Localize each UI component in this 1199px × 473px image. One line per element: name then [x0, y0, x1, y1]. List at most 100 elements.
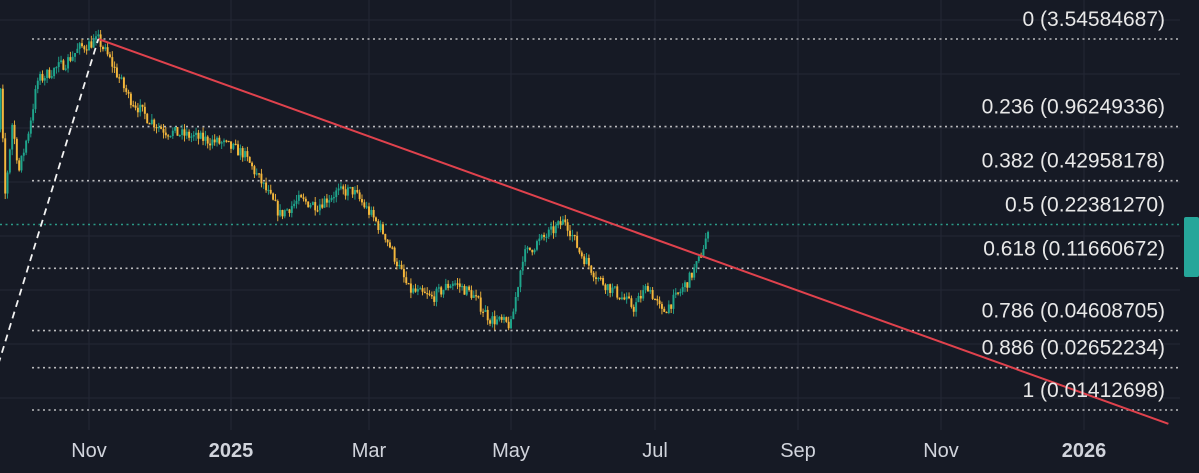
fib-anchor-dashed-line: [0, 38, 100, 362]
candle-body-down: [552, 226, 555, 234]
candle-body-down: [592, 272, 595, 278]
candle-body-down: [41, 73, 44, 81]
candle-body-down: [426, 293, 429, 295]
x-axis-tick-label: 2026: [1062, 440, 1107, 462]
candle-body-down: [69, 57, 72, 61]
candle-body-up: [611, 287, 614, 293]
candle-body-down: [505, 317, 508, 322]
candle-body-down: [456, 283, 459, 285]
candle-body-down: [274, 199, 277, 201]
candle-body-down: [409, 283, 412, 293]
candle-body-up: [311, 202, 314, 205]
candle-body-down: [272, 193, 275, 200]
fib-level-label: 0 (3.54584687): [1023, 8, 1165, 31]
candle-body-down: [569, 230, 571, 237]
candle-body-up: [92, 39, 95, 48]
candle-body-up: [337, 188, 340, 191]
candle-body-up: [290, 206, 293, 213]
candle-body-up: [353, 189, 356, 195]
candle-body-down: [361, 199, 363, 203]
candle-body-up: [185, 131, 188, 136]
candle-body-up: [178, 134, 181, 137]
candle-body-down: [213, 139, 216, 143]
candle-body-up: [642, 290, 645, 299]
candle-body-down: [227, 140, 230, 143]
candle-body-down: [388, 242, 391, 248]
candle-body-up: [0, 88, 2, 130]
candle-body-down: [531, 249, 534, 253]
candle-body-up: [328, 200, 331, 203]
candle-body-up: [97, 34, 100, 37]
candle-body-down: [623, 297, 626, 300]
candle-body-up: [55, 67, 58, 69]
candle-body-up: [444, 283, 447, 290]
candle-body-down: [225, 140, 228, 142]
candle-body-down: [391, 247, 394, 249]
candle-body-down: [576, 235, 579, 248]
candle-body-up: [181, 129, 184, 135]
candle-body-down: [447, 283, 450, 288]
candle-body-up: [339, 186, 342, 189]
candle-body-down: [564, 219, 567, 223]
candle-body-down: [599, 277, 602, 280]
candle-body-down: [265, 182, 268, 191]
candle-body-up: [620, 297, 623, 300]
candle-body-down: [583, 256, 586, 265]
candle-body-down: [486, 309, 489, 321]
candle-body-up: [442, 289, 445, 295]
candle-body-up: [27, 133, 30, 141]
candle-body-down: [218, 137, 221, 144]
candle-body-up: [540, 234, 543, 239]
candle-body-down: [528, 247, 531, 250]
candle-body-down: [304, 198, 307, 202]
candle-body-up: [286, 209, 289, 211]
candle-body-down: [351, 187, 354, 195]
candle-body-down: [463, 286, 466, 295]
candle-body-up: [346, 187, 349, 196]
candle-body-up: [379, 224, 382, 230]
drawing-lines: [0, 38, 1169, 425]
candle-body-down: [314, 202, 317, 211]
candle-body-up: [597, 277, 600, 280]
candle-body-down: [654, 298, 656, 301]
candle-body-up: [279, 209, 282, 216]
candle-body-down: [258, 173, 261, 175]
candle-body-down: [101, 46, 104, 50]
candle-body-down: [700, 256, 703, 258]
candle-body-up: [370, 209, 373, 215]
candle-body-up: [95, 36, 97, 40]
chart-grid: [0, 0, 1180, 430]
candle-body-down: [421, 288, 424, 292]
candle-body-down: [125, 88, 128, 92]
candle-body-down: [604, 284, 607, 291]
candle-body-down: [300, 194, 303, 198]
candle-body-up: [451, 283, 454, 287]
x-axis-tick-label: Jul: [642, 440, 668, 462]
candle-body-down: [393, 247, 396, 262]
candle-body-down: [573, 235, 576, 237]
candle-body-up: [635, 302, 638, 312]
candle-body-down: [632, 306, 635, 312]
candle-body-up: [533, 249, 536, 253]
fib-level-label: 0.886 (0.02652234): [982, 337, 1165, 360]
candle-body-up: [190, 136, 193, 138]
candle-body-up: [171, 130, 174, 137]
candle-body-down: [663, 308, 666, 312]
candle-body-down: [162, 128, 165, 133]
candle-body-up: [644, 286, 647, 291]
candle-body-down: [356, 189, 359, 193]
candle-body-down: [468, 286, 471, 291]
candle-body-down: [234, 143, 237, 146]
candle-body-down: [407, 283, 410, 285]
candle-body-up: [514, 296, 517, 312]
x-axis-tick-label: Nov: [923, 440, 959, 462]
candle-body-down: [384, 233, 387, 240]
candle-body-down: [85, 49, 88, 51]
candle-body-down: [132, 105, 135, 107]
candle-body-down: [609, 284, 612, 293]
candle-body-down: [136, 107, 139, 113]
candle-body-up: [335, 190, 338, 198]
candle-body-down: [482, 311, 485, 313]
candle-body-down: [344, 189, 347, 196]
